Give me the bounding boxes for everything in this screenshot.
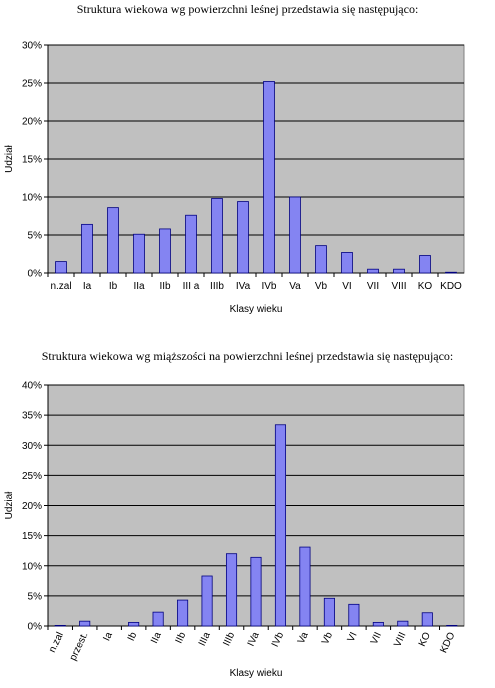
- bar: [250, 556, 262, 627]
- x-tick-label: Ia: [101, 630, 115, 643]
- bar: [445, 271, 457, 274]
- bar: [159, 228, 171, 274]
- y-tick-label: 30%: [22, 441, 42, 452]
- bar: [372, 621, 384, 627]
- bar: [263, 81, 275, 274]
- y-tick-label: 15%: [22, 531, 42, 542]
- chart-1: Struktura wiekowa wg powierzchni leśnej …: [0, 0, 495, 330]
- x-tick-label: VII: [369, 631, 384, 647]
- bar: [419, 255, 431, 274]
- x-axis-title: Klasy wieku: [230, 304, 283, 315]
- bar: [211, 198, 223, 274]
- bar: [81, 223, 93, 274]
- x-tick-label: IVa: [246, 630, 262, 648]
- bar: [446, 624, 458, 627]
- bar: [107, 207, 119, 274]
- x-tick-label: VIII: [392, 631, 408, 649]
- x-tick-label: IIa: [133, 281, 145, 292]
- x-axis-title: Klasy wieku: [230, 668, 283, 679]
- chart-2-svg: 0% 5% 10% 15% 20% 25% 30% 35% 40% n.zal przest. Ia I…: [4, 381, 465, 679]
- y-tick-label: 25%: [22, 471, 42, 482]
- bar: [289, 196, 301, 274]
- y-tick-label: 35%: [22, 411, 42, 422]
- y-tick-label: 15%: [22, 155, 42, 166]
- bar: [341, 252, 353, 274]
- bar: [348, 603, 360, 627]
- y-tick-label: 5%: [28, 591, 43, 602]
- x-tick-label: przest.: [68, 631, 91, 663]
- x-tick-label: Vb: [320, 630, 335, 646]
- bar: [299, 546, 311, 627]
- x-tick-label: VIII: [391, 281, 406, 292]
- x-tick-label: KO: [417, 630, 433, 648]
- y-tick-label: 25%: [22, 79, 42, 90]
- bar: [54, 624, 66, 627]
- bar: [397, 620, 409, 627]
- x-tick-label: KO: [418, 281, 433, 292]
- x-tick-label: IIa: [149, 630, 164, 645]
- x-tick-label: III a: [183, 281, 200, 292]
- x-tick-label: KDO: [438, 630, 457, 654]
- bar: [274, 424, 287, 627]
- y-tick-label: 20%: [22, 501, 42, 512]
- bar: [367, 268, 379, 274]
- y-tick-label: 0%: [28, 622, 43, 633]
- bar: [201, 575, 213, 627]
- bar: [177, 599, 189, 627]
- chart-2: Struktura wiekowa wg miąższości na powie…: [0, 340, 495, 688]
- bar: [225, 553, 238, 627]
- x-tick-label: Ib: [126, 630, 140, 643]
- bar: [55, 261, 67, 274]
- y-tick-label: 10%: [22, 193, 42, 204]
- y-tick-label: 40%: [22, 381, 42, 392]
- x-tick-label: IVa: [236, 281, 251, 292]
- x-tick-label: IVb: [261, 281, 276, 292]
- bar: [393, 268, 405, 274]
- y-tick-label: 20%: [22, 117, 42, 128]
- y-tick-label: 10%: [22, 561, 42, 572]
- x-tick-label: Vb: [315, 281, 328, 292]
- x-tick-label: IIIa: [197, 630, 213, 648]
- y-tick-label: 5%: [28, 231, 43, 242]
- chart-1-svg: 0% 5% 10% 15% 20% 25% 30% n.zal Ia Ib IIa IIb III a I…: [4, 41, 465, 315]
- x-tick-label: IVb: [270, 630, 286, 649]
- chart-1-title: Struktura wiekowa wg powierzchni leśnej …: [76, 2, 419, 16]
- x-tick-label: n.zal: [47, 631, 66, 655]
- x-tick-label: VI: [346, 631, 360, 644]
- x-tick-label: IIIb: [210, 281, 224, 292]
- x-tick-label: Ib: [109, 281, 118, 292]
- x-tick-label: Va: [289, 281, 301, 292]
- bar: [421, 612, 433, 627]
- y-axis-title: Udział: [4, 491, 15, 520]
- bar: [323, 597, 335, 627]
- bar: [237, 201, 249, 274]
- bar: [152, 611, 164, 627]
- y-axis-title: Udział: [4, 144, 15, 173]
- bar: [133, 233, 145, 274]
- x-tick-label: VI: [342, 281, 351, 292]
- bar: [315, 245, 327, 274]
- x-tick-label: IIb: [174, 630, 189, 645]
- y-tick-label: 0%: [28, 269, 43, 280]
- x-tick-label: Ia: [83, 281, 92, 292]
- bar: [128, 621, 140, 627]
- y-tick-label: 30%: [22, 41, 42, 52]
- bar: [185, 214, 197, 274]
- x-tick-label: IIIb: [221, 630, 237, 648]
- x-tick-label: VII: [367, 281, 379, 292]
- x-tick-label: IIb: [159, 281, 171, 292]
- bar: [79, 620, 91, 627]
- x-tick-label: n.zal: [50, 281, 71, 292]
- chart-2-title: Struktura wiekowa wg miąższości na powie…: [41, 349, 454, 363]
- x-tick-label: Va: [296, 630, 311, 645]
- x-tick-label: KDO: [440, 281, 462, 292]
